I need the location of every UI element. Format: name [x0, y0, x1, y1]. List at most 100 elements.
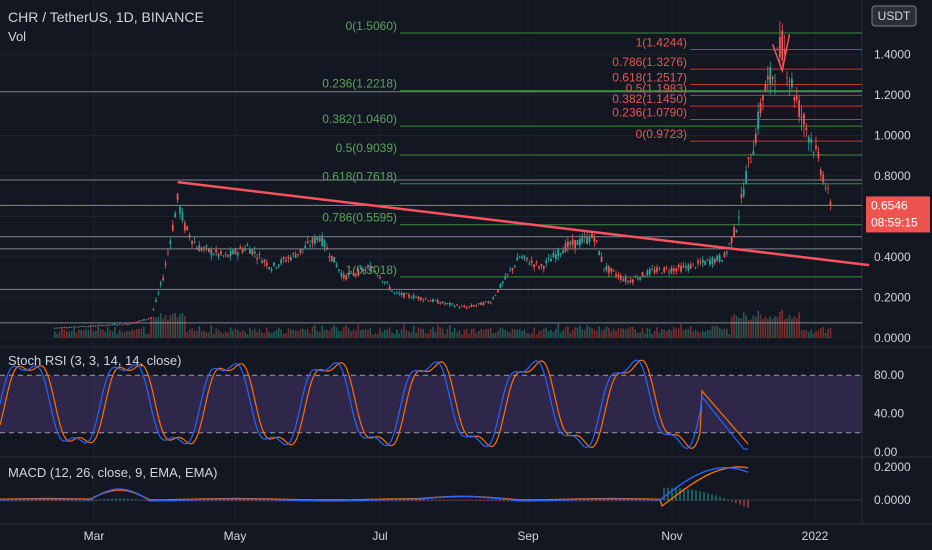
volume-bar: [355, 330, 357, 338]
candle-body: [521, 256, 523, 259]
macd-histogram-bar: [579, 500, 581, 502]
macd-histogram-bar: [239, 500, 241, 502]
candle-body: [670, 267, 673, 273]
candle-body: [109, 324, 112, 326]
volume-bar: [285, 333, 287, 338]
price-axis[interactable]: 1.40001.20001.00000.80000.60000.40000.20…: [871, 5, 917, 507]
price-tick-label: 1.4000: [874, 48, 911, 62]
volume-bar: [367, 330, 369, 338]
candle-body: [56, 327, 59, 329]
candle-body: [829, 201, 832, 206]
volume-bar: [733, 314, 735, 338]
volume-bar: [593, 329, 596, 338]
volume-bar: [181, 313, 184, 338]
candle-body: [547, 257, 550, 259]
macd-histogram-bar: [211, 500, 213, 502]
candle-body: [220, 251, 222, 255]
candle-body: [516, 257, 519, 261]
candle-body: [453, 305, 456, 308]
fib1-level-label: 0.618(0.7618): [322, 170, 397, 184]
trendline[interactable]: [177, 34, 870, 267]
volume-bar: [540, 330, 543, 338]
rsi-tick-label: 0.00: [874, 445, 898, 459]
candle-body: [511, 267, 514, 271]
volume-bar: [535, 334, 538, 338]
stoch-rsi-panel[interactable]: [0, 359, 862, 450]
candle-body: [680, 265, 682, 272]
volume-bar: [547, 331, 550, 338]
volume-bar: [258, 328, 261, 338]
volume-bar: [85, 328, 87, 338]
volume-bar: [347, 328, 350, 338]
candle-body: [193, 242, 196, 244]
volume-bar: [663, 329, 666, 338]
price-tick-label: 1.2000: [874, 88, 911, 102]
candle-body: [595, 240, 598, 242]
volume-bar: [456, 332, 458, 338]
price-candles[interactable]: [53, 21, 832, 329]
volume-bar: [131, 329, 133, 338]
macd-histogram-bar: [35, 500, 37, 502]
volume-bar: [138, 328, 140, 338]
candle-body: [538, 266, 540, 269]
candle-body: [745, 171, 748, 184]
macd-histogram-bar: [635, 500, 637, 502]
time-tick-label: May: [224, 529, 247, 543]
fib-retracement-1[interactable]: 0(1.5060) 0.236(1.2218) 0.382(1.0460) 0.5(0…: [322, 19, 862, 278]
macd-histogram-bar: [615, 500, 617, 502]
volume-bar: [227, 332, 229, 338]
volume-bar: [747, 319, 750, 338]
candle-body: [605, 266, 608, 271]
candle-body: [788, 81, 791, 83]
volume-bar: [473, 328, 475, 338]
macd-histogram-bar: [379, 500, 381, 502]
macd-histogram-bar: [191, 500, 193, 502]
time-axis[interactable]: Mar May Jul Sep Nov 2022: [84, 529, 829, 543]
macd-histogram-bar: [123, 498, 125, 501]
macd-histogram-bar: [471, 500, 473, 501]
candle-body: [668, 271, 670, 273]
volume-bar: [251, 330, 254, 338]
volume-bar: [641, 328, 644, 338]
volume-bar: [383, 329, 386, 338]
macd-histogram-bar: [131, 499, 133, 501]
volume-bar: [246, 334, 249, 338]
candle-body: [248, 249, 251, 254]
candle-body: [530, 260, 533, 263]
volume-bar: [701, 330, 704, 338]
candle-body: [554, 254, 557, 260]
volume-bar: [273, 331, 275, 338]
macd-histogram-bar: [507, 500, 509, 502]
candle-body: [171, 224, 174, 231]
candle-body: [359, 267, 362, 269]
volume-bar: [104, 331, 107, 338]
volume-bar: [564, 327, 567, 338]
candle-body: [350, 271, 352, 273]
macd-panel[interactable]: [0, 466, 862, 508]
candle-body: [258, 253, 261, 255]
volume-bar: [458, 330, 461, 338]
macd-histogram-bar: [479, 500, 481, 501]
candle-body: [169, 240, 172, 245]
fib-retracement-2[interactable]: 1(1.4244) 0.786(1.3276) 0.618(1.2517)0.5(1…: [612, 36, 862, 142]
volume-bar: [634, 329, 637, 338]
candle-body: [379, 276, 381, 279]
volume-bar: [518, 328, 521, 338]
candle-body: [427, 300, 430, 302]
volume-bar: [615, 331, 617, 338]
macd-histogram-bar: [495, 500, 497, 502]
candle-body: [448, 302, 451, 306]
volume-bar: [362, 329, 364, 338]
volume-bar: [239, 331, 242, 338]
volume-bar: [709, 330, 711, 338]
candle-body: [135, 321, 138, 323]
candle-body: [289, 256, 292, 261]
volume-bar: [550, 329, 552, 338]
macd-histogram-bar: [23, 500, 25, 502]
candle-body: [155, 299, 157, 302]
candle-body: [603, 268, 605, 270]
candle-body: [436, 300, 439, 304]
volume-bar: [742, 312, 745, 338]
volume-bar: [333, 325, 335, 338]
